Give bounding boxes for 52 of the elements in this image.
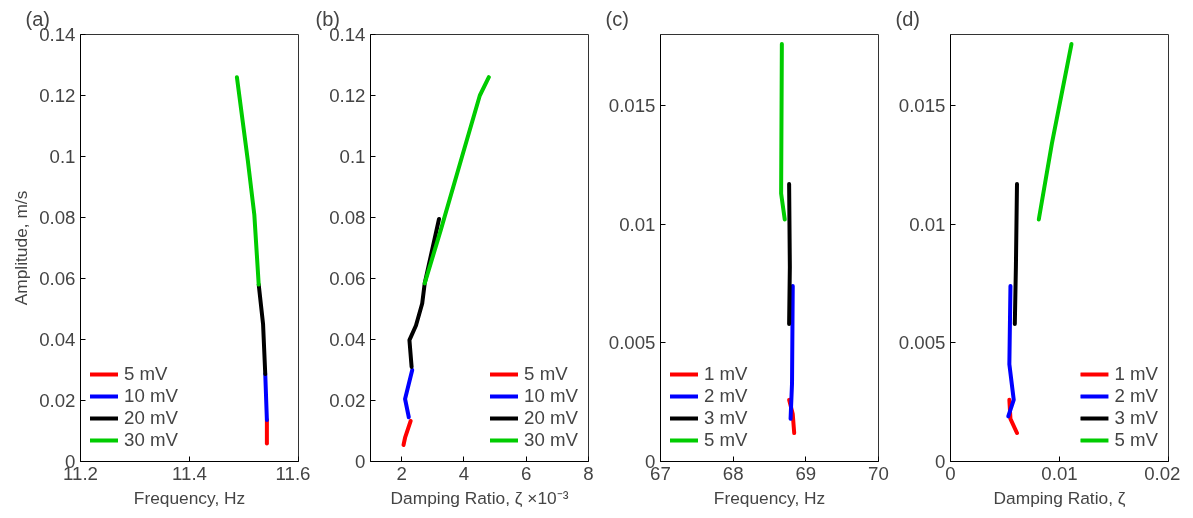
legend-label: 10 mV [524, 385, 578, 407]
y-tick-label: 0.08 [329, 207, 366, 228]
y-tick-label: 0.02 [39, 390, 76, 411]
y-tick-label: 0.06 [39, 268, 76, 289]
legend-label: 5 mV [1114, 429, 1158, 451]
legend-label: 1 mV [704, 363, 748, 385]
legend-label: 3 mV [704, 407, 748, 429]
legend-label: 30 mV [524, 429, 578, 451]
x-axis-title: Frequency, Hz [133, 487, 246, 508]
legend-label: 20 mV [124, 407, 178, 429]
y-tick-label: 0.04 [39, 329, 76, 350]
y-tick-label: 0.08 [39, 207, 76, 228]
x-axis-title: Frequency, Hz [713, 487, 826, 508]
x-tick-label: 69 [795, 462, 817, 484]
legend-label: 3 mV [1114, 407, 1158, 429]
chart-title: (d) [895, 7, 920, 30]
y-tick-label: 0.005 [608, 332, 656, 354]
legend-label: 20 mV [524, 407, 578, 429]
y-tick-label: 0.04 [329, 329, 366, 350]
x-tick-label: 4 [458, 462, 470, 484]
y-tick-label: 0.01 [909, 213, 946, 235]
legend-label: 2 mV [1114, 385, 1158, 407]
y-tick-label: 0.005 [898, 332, 946, 354]
x-tick-label: 11.6 [275, 462, 311, 484]
x-tick-label: 0.01 [1041, 462, 1078, 484]
legend-label: 10 mV [124, 385, 178, 407]
legend-label: 5 mV [124, 363, 168, 385]
y-tick-label: 0.06 [329, 268, 366, 289]
chart-title: (c) [605, 7, 629, 30]
legend-label: 5 mV [524, 363, 568, 385]
y-tick-label: 0.015 [898, 95, 946, 117]
legend-label: 2 mV [704, 385, 748, 407]
y-tick-label: 0.01 [619, 213, 656, 235]
y-tick-label: 0.1 [49, 146, 76, 167]
x-tick-label: 11.4 [172, 462, 207, 484]
y-tick-label: 0.12 [329, 85, 366, 106]
x-tick-label: 0.02 [1144, 462, 1181, 484]
x-tick-label: 70 [868, 462, 889, 484]
x-tick-label: 68 [722, 462, 744, 484]
x-axis-title: Damping Ratio, ζ ×10⁻³ [390, 487, 569, 508]
y-axis-title: Amplitude, m/s [11, 190, 32, 306]
y-tick-label: 0.12 [39, 85, 76, 106]
y-tick-label: 0.02 [329, 390, 366, 411]
x-axis-title: Damping Ratio, ζ [993, 487, 1126, 508]
x-tick-label: 2 [396, 462, 407, 484]
legend-label: 30 mV [124, 429, 178, 451]
y-tick-label: 0.015 [608, 95, 656, 117]
x-tick-label: 6 [521, 462, 532, 484]
x-tick-label: 8 [583, 462, 594, 484]
y-tick-label: 0.1 [339, 146, 366, 167]
legend-label: 5 mV [704, 429, 748, 451]
legend-label: 1 mV [1114, 363, 1158, 385]
